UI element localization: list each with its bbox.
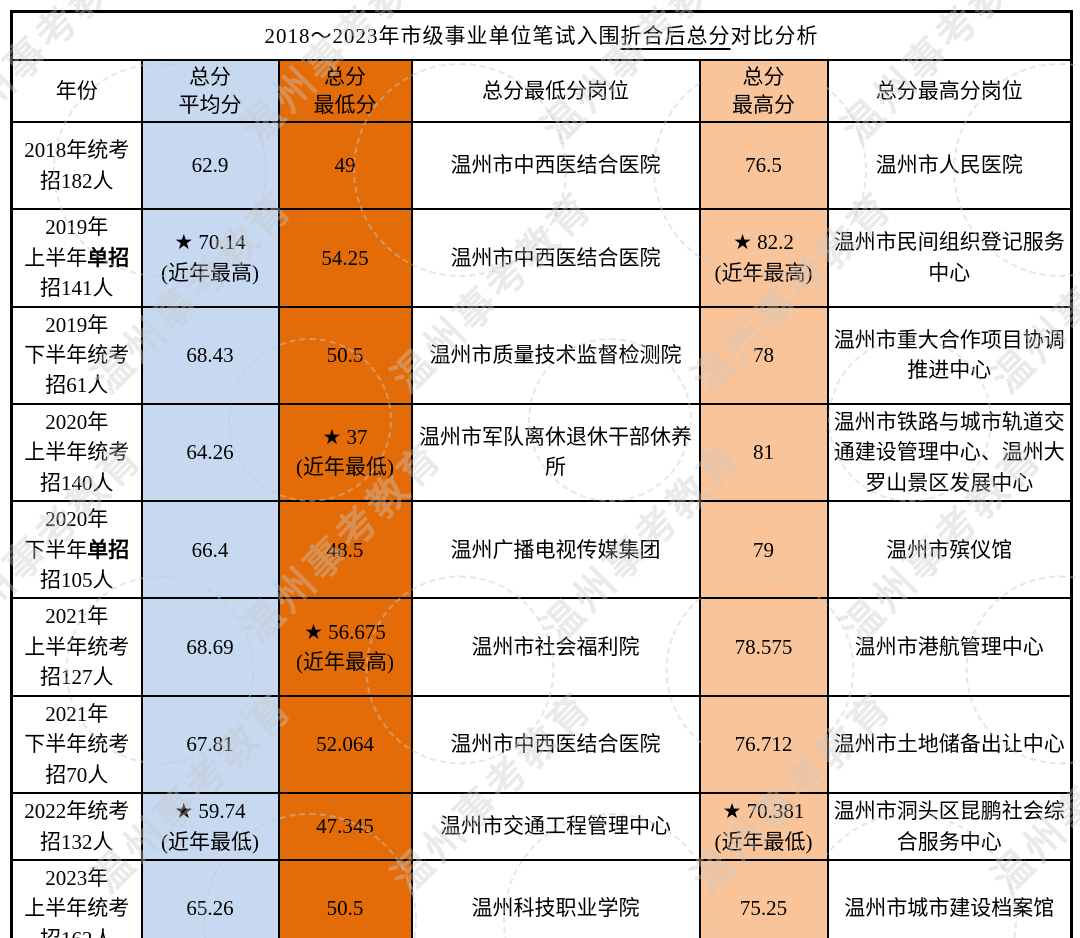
table-row: 2020年 上半年统考 招140人 64.26 ★ 37 (近年最低) 温州市军队离休退休干… (10, 402, 1073, 503)
cell-year: 2019年 下半年统考 招61人 (10, 305, 143, 405)
cell-max: 75.25 (698, 858, 829, 938)
cell-min-org: 温州市中西医结合医院 (410, 208, 701, 308)
cell-max: 76.712 (698, 694, 829, 795)
title-underlined: 折合后总分 (620, 23, 731, 48)
cell-avg: 68.43 (140, 305, 280, 405)
cell-max-org: 温州市铁路与城市轨道交通建设管理中心、温州大罗山景区发展中心 (826, 402, 1073, 503)
cell-min-org: 温州广播电视传媒集团 (410, 500, 701, 600)
cell-max-org: 温州市港航管理中心 (826, 597, 1073, 697)
cell-max: 81 (698, 402, 829, 503)
cell-avg: 62.9 (140, 121, 280, 211)
cell-avg: 64.26 (140, 402, 280, 503)
cell-max: 78.575 (698, 597, 829, 697)
table-row: 2019年 下半年统考 招61人 68.43 50.5 温州市质量技术监督检测院 78 温州市… (10, 305, 1073, 405)
cell-avg: ★ 59.74 (近年最低) (140, 792, 280, 861)
cell-max-org: 温州市殡仪馆 (826, 500, 1073, 600)
cell-max: 79 (698, 500, 829, 600)
cell-min: ★ 56.675 (近年最高) (277, 597, 413, 697)
cell-min-org: 温州市中西医结合医院 (410, 121, 701, 211)
cell-max: 76.5 (698, 121, 829, 211)
cell-min: 47.345 (277, 792, 413, 861)
table-row: 2020年 下半年单招 招105人 66.4 48.5 温州广播电视传媒集团 79 温州市殡仪… (10, 500, 1073, 600)
col-header-avg: 总分 平均分 (140, 58, 280, 124)
cell-max-org: 温州市重大合作项目协调推进中心 (826, 305, 1073, 405)
col-header-max: 总分 最高分 (698, 58, 829, 124)
cell-min: 54.25 (277, 208, 413, 308)
cell-avg: 68.69 (140, 597, 280, 697)
cell-year: 2023年上半年统考招162人 (10, 858, 143, 938)
cell-min-org: 温州市质量技术监督检测院 (410, 305, 701, 405)
cell-min: ★ 37 (近年最低) (277, 402, 413, 503)
col-header-max-org: 总分最高分岗位 (826, 58, 1073, 124)
cell-year: 2021年 上半年统考 招127人 (10, 597, 143, 697)
cell-year: 2018年统考 招182人 (10, 121, 143, 211)
page-title: 2018～2023年市级事业单位笔试入围折合后总分对比分析 (10, 10, 1073, 61)
cell-year: 2020年 下半年单招 招105人 (10, 500, 143, 600)
table-row: 2022年统考 招132人 ★ 59.74 (近年最低) 47.345 温州市交通工程管理… (10, 792, 1073, 861)
cell-avg: 66.4 (140, 500, 280, 600)
title-row: 2018～2023年市级事业单位笔试入围折合后总分对比分析 (10, 10, 1073, 61)
table-body: 2018年统考 招182人 62.9 49 温州市中西医结合医院 76.5 温州市人民医院 2… (10, 121, 1073, 938)
cell-year: 2021年 下半年统考 招70人 (10, 694, 143, 795)
header-row: 年份 总分 平均分 总分 最低分 总分最低分岗位 总分 最高分 总分最高分岗位 (10, 58, 1073, 124)
cell-min: 50.5 (277, 305, 413, 405)
cell-min-org: 温州市中西医结合医院 (410, 694, 701, 795)
cell-avg: 67.81 (140, 694, 280, 795)
title-pre: 2018～2023年市级事业单位笔试入围 (264, 23, 621, 48)
cell-min: 48.5 (277, 500, 413, 600)
cell-min: 52.064 (277, 694, 413, 795)
cell-avg: ★ 70.14 (近年最高) (140, 208, 280, 308)
cell-year: 2020年 上半年统考 招140人 (10, 402, 143, 503)
cell-max: ★ 70.381 (近年最低) (698, 792, 829, 861)
cell-max-org: 温州市城市建设档案馆 (826, 858, 1073, 938)
cell-min-org: 温州市交通工程管理中心 (410, 792, 701, 861)
results-table: 2018～2023年市级事业单位笔试入围折合后总分对比分析 年份 总分 平均分 … (10, 10, 1073, 938)
table-row: 2021年 下半年统考 招70人 67.81 52.064 温州市中西医结合医院 76.71… (10, 694, 1073, 795)
cell-year: 2019年 上半年单招 招141人 (10, 208, 143, 308)
cell-max-org: 温州市土地储备出让中心 (826, 694, 1073, 795)
cell-min-org: 温州市社会福利院 (410, 597, 701, 697)
cell-avg: 65.26 (140, 858, 280, 938)
table-row: 2018年统考 招182人 62.9 49 温州市中西医结合医院 76.5 温州市人民医院 (10, 121, 1073, 211)
table-wrap: 2018～2023年市级事业单位笔试入围折合后总分对比分析 年份 总分 平均分 … (10, 10, 1073, 938)
col-header-min-org: 总分最低分岗位 (410, 58, 701, 124)
cell-max-org: 温州市洞头区昆鹏社会综合服务中心 (826, 792, 1073, 861)
col-header-year: 年份 (10, 58, 143, 124)
cell-year: 2022年统考 招132人 (10, 792, 143, 861)
cell-max-org: 温州市民间组织登记服务中心 (826, 208, 1073, 308)
cell-min-org: 温州科技职业学院 (410, 858, 701, 938)
cell-min-org: 温州市军队离休退休干部休养所 (410, 402, 701, 503)
cell-min: 49 (277, 121, 413, 211)
table-row: 2021年 上半年统考 招127人 68.69 ★ 56.675 (近年最高) 温州市社会福… (10, 597, 1073, 697)
cell-max-org: 温州市人民医院 (826, 121, 1073, 211)
table-row: 2019年 上半年单招 招141人 ★ 70.14 (近年最高) 54.25 温州市中西医结… (10, 208, 1073, 308)
col-header-min: 总分 最低分 (277, 58, 413, 124)
cell-min: 50.5 (277, 858, 413, 938)
cell-max: ★ 82.2 (近年最高) (698, 208, 829, 308)
cell-max: 78 (698, 305, 829, 405)
table-row: 2023年上半年统考招162人65.2650.5温州科技职业学院75.25温州市… (10, 858, 1073, 938)
title-post: 对比分析 (730, 23, 819, 48)
